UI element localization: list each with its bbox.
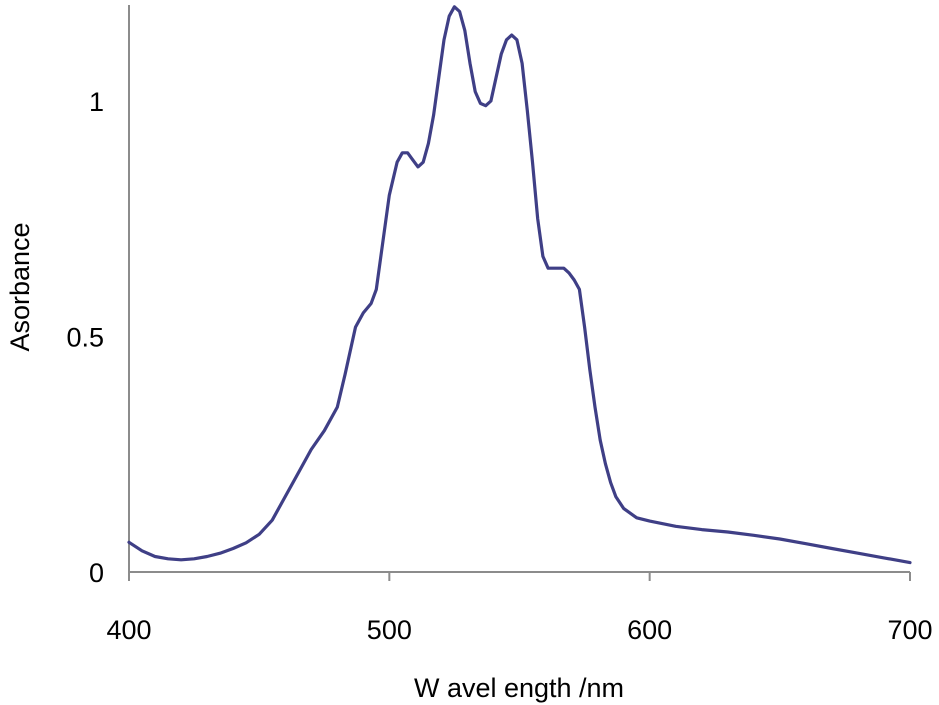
series-layer xyxy=(127,5,912,565)
x-tick-label: 700 xyxy=(887,615,932,645)
x-tick-label: 600 xyxy=(627,615,672,645)
y-tick-label: 0 xyxy=(89,558,104,588)
x-tick-label: 500 xyxy=(367,615,412,645)
x-axis-title: W avel ength /nm xyxy=(414,673,624,703)
y-axis-ticks: 00.51 xyxy=(66,87,104,588)
x-tick-label: 400 xyxy=(106,615,151,645)
x-axis-ticks: 400 500 600 700 xyxy=(106,572,933,645)
y-tick-label: 0.5 xyxy=(66,323,104,353)
y-axis-title: Asorbance xyxy=(5,222,35,351)
plot-area xyxy=(128,5,910,573)
y-tick-label: 1 xyxy=(89,87,104,117)
absorbance-series-line xyxy=(127,5,912,565)
